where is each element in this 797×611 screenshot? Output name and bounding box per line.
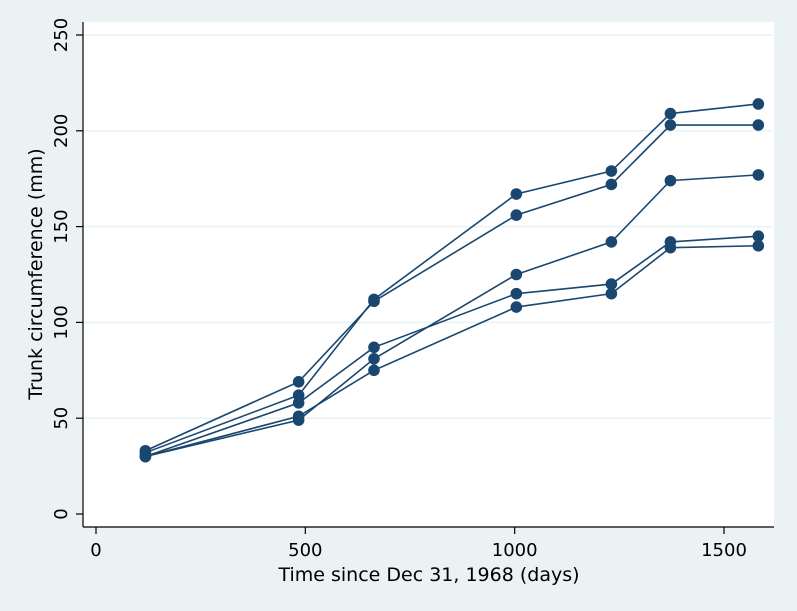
series-4-point xyxy=(510,188,523,200)
series-2-point xyxy=(664,119,677,131)
series-5-point xyxy=(605,236,618,248)
series-1-point xyxy=(368,341,380,354)
series-1-point xyxy=(510,287,523,300)
y-tick-label: 100 xyxy=(51,305,72,339)
series-4-point xyxy=(368,293,380,306)
series-3-point xyxy=(664,241,677,254)
axes: 0 50 100 150 200 250 0 500 1000 1500 xyxy=(51,18,774,561)
series-4-point xyxy=(605,165,618,177)
series-3-point xyxy=(752,239,765,252)
y-tick-label: 200 xyxy=(51,114,72,148)
series-5-point xyxy=(510,268,523,281)
series-2-point xyxy=(605,178,618,191)
x-tick-label: 0 xyxy=(90,540,101,561)
y-tick-label: 0 xyxy=(51,508,72,519)
plot-area xyxy=(83,22,774,527)
x-tick-label: 1000 xyxy=(492,540,538,561)
series-1-point xyxy=(605,278,618,290)
y-tick-label: 250 xyxy=(51,18,72,52)
y-tick-label: 50 xyxy=(51,407,72,430)
y-axis-label: Trunk circumference (mm) xyxy=(25,148,47,400)
series-2-point xyxy=(752,119,765,131)
series-markers xyxy=(139,98,765,463)
series-5-point xyxy=(664,174,677,187)
series-2-point xyxy=(292,375,305,388)
series-2-point xyxy=(510,209,523,221)
series-5-point xyxy=(368,353,380,365)
series-4-point xyxy=(292,389,305,402)
series-4-point xyxy=(664,107,677,120)
series-5-point xyxy=(752,169,765,181)
x-tick-label: 1500 xyxy=(701,540,747,561)
series-5-point xyxy=(292,414,305,426)
y-tick-label: 150 xyxy=(51,209,72,243)
series-3-point xyxy=(605,287,618,300)
series-1-point xyxy=(752,230,765,242)
x-tick-label: 500 xyxy=(288,540,322,561)
x-axis-label: Time since Dec 31, 1968 (days) xyxy=(277,564,579,586)
series-3-point xyxy=(510,301,523,313)
series-4-point xyxy=(752,98,765,110)
series-5-point xyxy=(139,450,152,463)
gridlines xyxy=(84,34,773,419)
series-3-point xyxy=(368,364,380,377)
